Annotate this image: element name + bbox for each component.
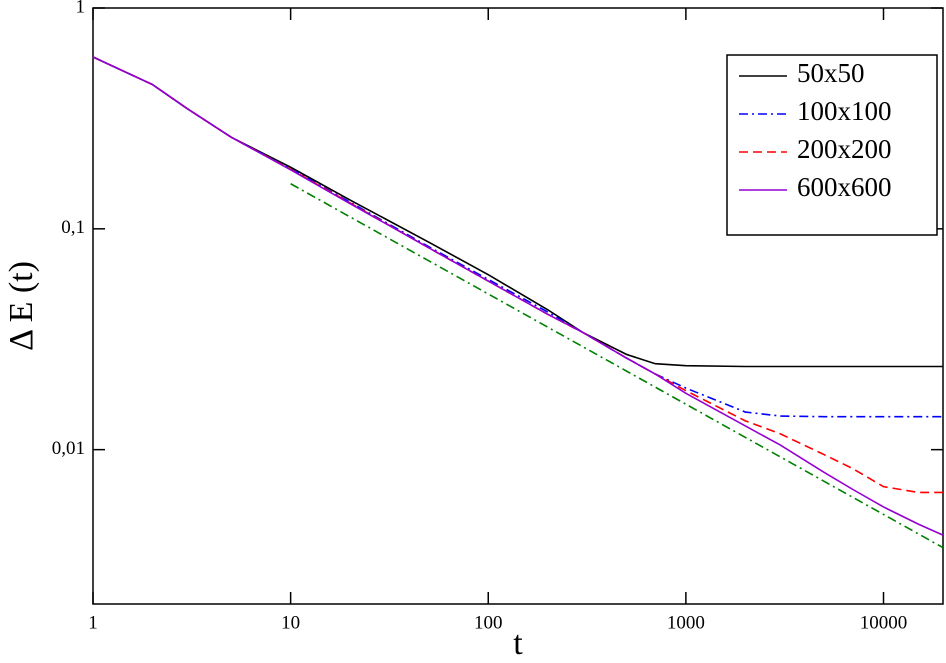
- x-tick-label: 10: [281, 612, 300, 633]
- legend-label: 100x100: [797, 96, 892, 126]
- y-axis-title: Δ E (t): [3, 261, 40, 351]
- y-tick-label: 0,1: [61, 217, 85, 238]
- legend-label: 50x50: [797, 58, 865, 88]
- legend-label: 600x600: [797, 172, 892, 202]
- y-tick-label: 0,01: [52, 438, 85, 459]
- x-tick-label: 1: [88, 612, 98, 633]
- series-line: [92, 56, 944, 536]
- x-tick-label: 10000: [860, 612, 908, 633]
- legend-box: [726, 54, 938, 236]
- x-tick-label: 100: [474, 612, 503, 633]
- legend-label: 200x200: [797, 134, 892, 164]
- legend: 50x50 100x100 200x200 600x600: [726, 54, 938, 236]
- reference-line: [290, 183, 944, 549]
- x-tick-label: 1000: [667, 612, 705, 633]
- x-axis-title: t: [513, 625, 523, 662]
- plot-frame: [92, 7, 944, 605]
- y-tick-label: 1: [76, 0, 86, 17]
